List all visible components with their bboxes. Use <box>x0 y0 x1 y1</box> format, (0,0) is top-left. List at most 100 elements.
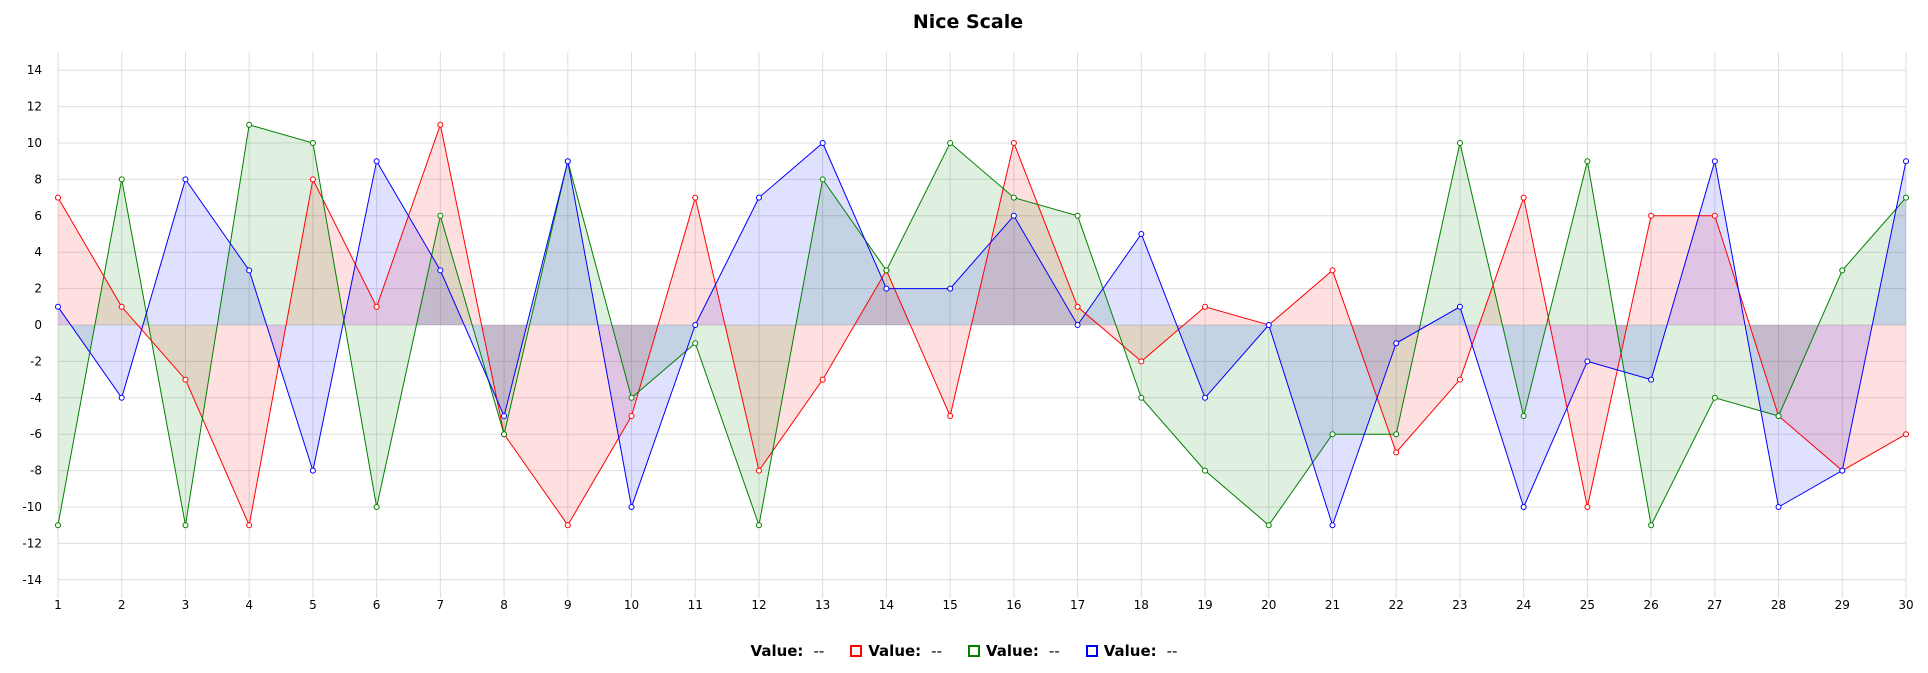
data-point <box>1138 394 1145 401</box>
data-point <box>1903 194 1909 201</box>
data-point <box>1329 522 1336 529</box>
y-tick-label: 6 <box>34 209 42 223</box>
legend-item[interactable]: Value: -- <box>968 642 1060 660</box>
data-point <box>118 394 125 401</box>
data-point <box>628 413 635 419</box>
data-point <box>1775 413 1782 419</box>
data-point <box>883 285 890 292</box>
data-point <box>1138 231 1145 237</box>
legend-value: -- <box>813 642 825 660</box>
data-point <box>1329 267 1336 274</box>
legend-label: Value: <box>750 642 804 660</box>
data-point <box>55 303 61 310</box>
data-point <box>1010 212 1017 219</box>
legend-item[interactable]: Value: -- <box>1085 642 1177 660</box>
data-point <box>1839 467 1846 474</box>
series-area <box>58 124 1906 526</box>
x-tick-label: 2 <box>118 598 126 612</box>
data-point <box>1202 394 1209 401</box>
y-tick-label: 10 <box>27 136 42 150</box>
data-point <box>947 140 954 146</box>
y-tick-label: 12 <box>27 100 42 114</box>
data-point <box>819 140 826 146</box>
data-point <box>1456 140 1463 146</box>
data-point <box>755 522 762 529</box>
data-point <box>1329 431 1336 438</box>
x-tick-label: 15 <box>942 598 957 612</box>
data-point <box>437 267 444 274</box>
legend: Value: -- Value: -- Value: -- Value: -- <box>0 640 1928 662</box>
x-tick-label: 23 <box>1452 598 1467 612</box>
y-tick-label: 4 <box>34 245 42 259</box>
data-point <box>1584 504 1591 510</box>
data-point <box>118 303 125 310</box>
data-point <box>947 413 954 419</box>
x-tick-label: 14 <box>879 598 894 612</box>
data-point <box>246 121 253 128</box>
data-point <box>692 194 699 201</box>
data-point <box>1584 158 1591 165</box>
data-point <box>373 158 380 165</box>
y-tick-label: -2 <box>30 354 42 368</box>
x-tick-label: 13 <box>815 598 830 612</box>
series-line <box>57 142 1907 527</box>
data-point <box>1520 194 1527 201</box>
data-point <box>118 176 125 183</box>
x-tick-label: 1 <box>54 598 62 612</box>
data-point <box>1074 303 1081 310</box>
x-tick-label: 19 <box>1197 598 1212 612</box>
data-point <box>1456 376 1463 383</box>
x-tick-label: 9 <box>564 598 572 612</box>
x-tick-label: 17 <box>1070 598 1085 612</box>
legend-swatch-green <box>968 645 980 657</box>
x-tick-label: 29 <box>1835 598 1850 612</box>
x-tick-label: 8 <box>500 598 508 612</box>
y-tick-label: 8 <box>34 172 42 186</box>
data-point <box>1074 212 1081 219</box>
x-tick-label: 18 <box>1134 598 1149 612</box>
x-tick-label: 24 <box>1516 598 1531 612</box>
data-point <box>182 176 189 183</box>
y-tick-label: -6 <box>30 427 42 441</box>
data-point <box>309 176 316 183</box>
data-point <box>1903 158 1909 165</box>
y-tick-label: 0 <box>34 318 42 332</box>
legend-label: Value: <box>1103 642 1157 660</box>
series-area <box>58 124 1906 526</box>
data-point <box>309 140 316 146</box>
data-point <box>373 303 380 310</box>
legend-label: Value: <box>986 642 1039 660</box>
legend-item[interactable]: Value: -- <box>850 642 942 660</box>
data-point <box>182 522 189 529</box>
data-point <box>55 194 61 201</box>
x-tick-label: 10 <box>624 598 639 612</box>
data-point <box>692 322 699 328</box>
series-line <box>57 122 1907 527</box>
data-point <box>1903 431 1909 438</box>
x-tick-label: 25 <box>1580 598 1595 612</box>
data-point <box>309 467 316 474</box>
x-tick-label: 28 <box>1771 598 1786 612</box>
legend-item[interactable]: Value: -- <box>751 642 825 660</box>
data-point <box>1010 140 1017 146</box>
data-point <box>1711 394 1718 401</box>
legend-value: -- <box>1048 642 1060 660</box>
data-point <box>755 194 762 201</box>
data-point <box>628 504 635 510</box>
x-tick-label: 6 <box>373 598 381 612</box>
data-point <box>883 267 890 274</box>
series-areas <box>58 124 1906 526</box>
data-point <box>246 522 253 529</box>
data-point <box>1648 376 1655 383</box>
data-point <box>1202 467 1209 474</box>
data-point <box>437 121 444 128</box>
data-point <box>564 522 571 529</box>
data-point <box>819 176 826 183</box>
x-tick-label: 22 <box>1389 598 1404 612</box>
data-point <box>1711 158 1718 165</box>
data-point <box>1265 522 1272 529</box>
data-point <box>1265 322 1272 328</box>
x-tick-label: 21 <box>1325 598 1340 612</box>
series-points <box>55 121 1909 529</box>
